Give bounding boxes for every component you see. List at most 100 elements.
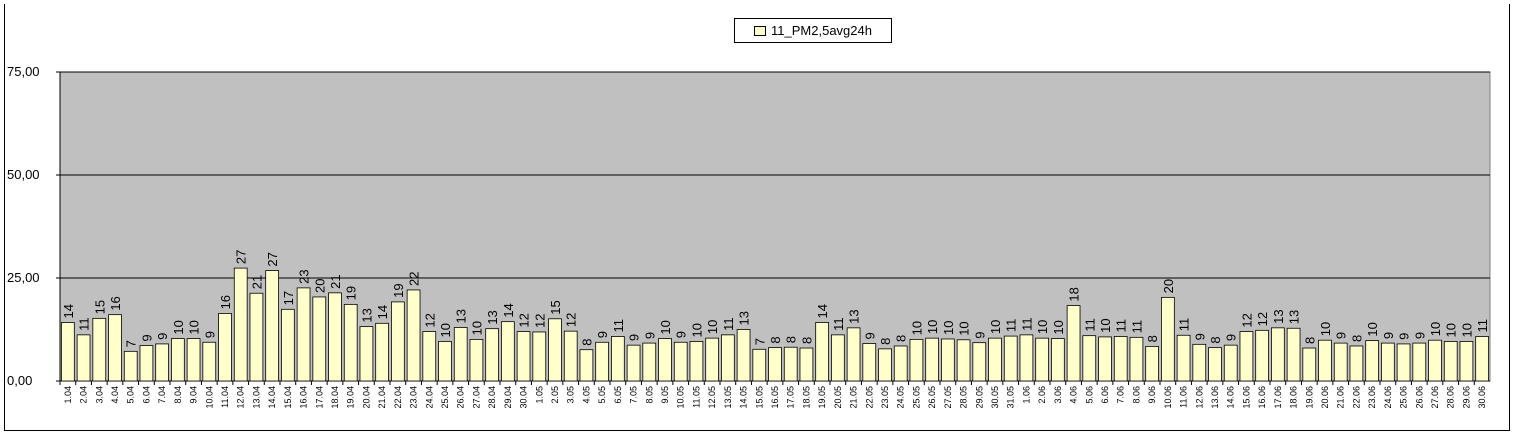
x-tick-label: 29.06 <box>1461 386 1471 409</box>
bar <box>1035 337 1049 382</box>
x-tick-label: 24.04 <box>424 386 434 409</box>
x-tick-label: 19.04 <box>346 386 356 409</box>
data-label: 15 <box>92 300 107 314</box>
data-label: 10 <box>171 320 186 334</box>
x-tick-label: 4.05 <box>581 386 591 404</box>
data-label: 11 <box>1114 319 1129 333</box>
data-label: 9 <box>1334 332 1349 339</box>
data-label: 20 <box>312 278 327 292</box>
bar <box>1145 345 1159 382</box>
data-label: 18 <box>1067 287 1082 301</box>
data-label: 9 <box>674 331 689 338</box>
x-tick-label: 3.05 <box>566 386 576 404</box>
data-label: 10 <box>1444 323 1459 337</box>
data-label: 9 <box>972 331 987 338</box>
data-label: 20 <box>1161 279 1176 293</box>
x-tick-label: 23.06 <box>1367 386 1377 409</box>
x-tick-label: 20.04 <box>361 386 371 409</box>
bar <box>721 334 735 382</box>
data-label: 10 <box>925 320 940 334</box>
legend-swatch <box>754 25 767 36</box>
data-label: 12 <box>517 313 532 327</box>
bar <box>1459 341 1474 382</box>
x-tick-label: 10.06 <box>1163 386 1173 409</box>
x-tick-label: 2.05 <box>550 386 560 404</box>
data-label: 14 <box>61 304 76 318</box>
bar <box>1176 334 1191 382</box>
x-tick-label: 26.05 <box>927 386 937 409</box>
data-label: 8 <box>784 336 799 343</box>
data-label: 8 <box>768 336 783 343</box>
data-label: 9 <box>1397 333 1412 340</box>
bar <box>532 331 547 382</box>
bar <box>61 322 75 382</box>
bar <box>878 348 892 382</box>
x-tick-label: 22.05 <box>864 386 874 409</box>
bar <box>689 341 704 382</box>
data-label: 9 <box>1412 332 1427 339</box>
x-tick-label: 15.05 <box>754 386 764 409</box>
x-tick-label: 4.06 <box>1069 386 1079 404</box>
data-label: 10 <box>1428 322 1443 336</box>
x-tick-label: 21.04 <box>377 386 387 409</box>
bar <box>658 338 672 382</box>
data-label: 8 <box>579 338 594 345</box>
x-tick-label: 24.06 <box>1383 386 1393 409</box>
x-tick-label: 25.05 <box>911 386 921 409</box>
bar <box>453 327 468 382</box>
bar <box>941 338 955 382</box>
bar <box>956 339 971 382</box>
x-tick-label: 29.05 <box>974 386 984 409</box>
data-label: 12 <box>422 313 437 327</box>
data-label: 10 <box>1098 318 1113 332</box>
x-tick-label: 26.04 <box>456 386 466 409</box>
data-label: 13 <box>454 309 469 323</box>
data-label: 10 <box>1318 322 1333 336</box>
x-tick-label: 7.05 <box>629 386 639 404</box>
bar <box>1098 336 1112 382</box>
data-label: 10 <box>941 321 956 335</box>
bar <box>626 344 641 382</box>
data-label: 8 <box>1302 337 1317 344</box>
data-label: 9 <box>862 332 877 339</box>
bar <box>1208 347 1222 382</box>
y-tick-label: 50,00 <box>7 167 40 182</box>
data-label: 7 <box>124 340 139 347</box>
data-label: 21 <box>328 274 343 288</box>
bar <box>1318 339 1332 382</box>
bar <box>501 321 515 382</box>
data-label: 13 <box>359 308 374 322</box>
x-tick-label: 30.04 <box>519 386 529 409</box>
x-tick-label: 19.05 <box>817 386 827 409</box>
bar <box>1396 343 1411 382</box>
data-label: 10 <box>438 323 453 337</box>
x-tick-label: 28.06 <box>1446 386 1456 409</box>
data-label: 11 <box>611 319 626 333</box>
x-tick-label: 12.06 <box>1194 386 1204 409</box>
data-label: 11 <box>1082 318 1097 332</box>
x-tick-label: 1.04 <box>63 386 73 404</box>
bar <box>1255 329 1269 382</box>
y-tick-label: 0,00 <box>7 373 32 388</box>
data-label: 16 <box>108 296 123 310</box>
x-tick-label: 11.06 <box>1179 386 1189 408</box>
x-tick-label: 3.06 <box>1053 386 1063 404</box>
x-tick-label: 5.05 <box>597 386 607 404</box>
data-label: 10 <box>469 321 484 335</box>
x-tick-label: 4.04 <box>110 386 120 404</box>
bar <box>296 287 311 382</box>
x-tick-label: 9.06 <box>1147 386 1157 404</box>
bar <box>831 334 845 382</box>
bar <box>281 308 295 382</box>
data-label: 13 <box>737 311 752 325</box>
data-label: 10 <box>689 323 704 337</box>
bar <box>862 343 877 382</box>
legend-label: 11_PM2,5avg24h <box>771 23 872 38</box>
legend: 11_PM2,5avg24h <box>734 18 892 43</box>
bar <box>155 343 169 382</box>
x-tick-label: 18.05 <box>801 386 811 409</box>
data-label: 10 <box>1035 320 1050 334</box>
bar <box>595 341 609 382</box>
bar <box>1129 336 1144 382</box>
bar <box>1365 340 1379 382</box>
